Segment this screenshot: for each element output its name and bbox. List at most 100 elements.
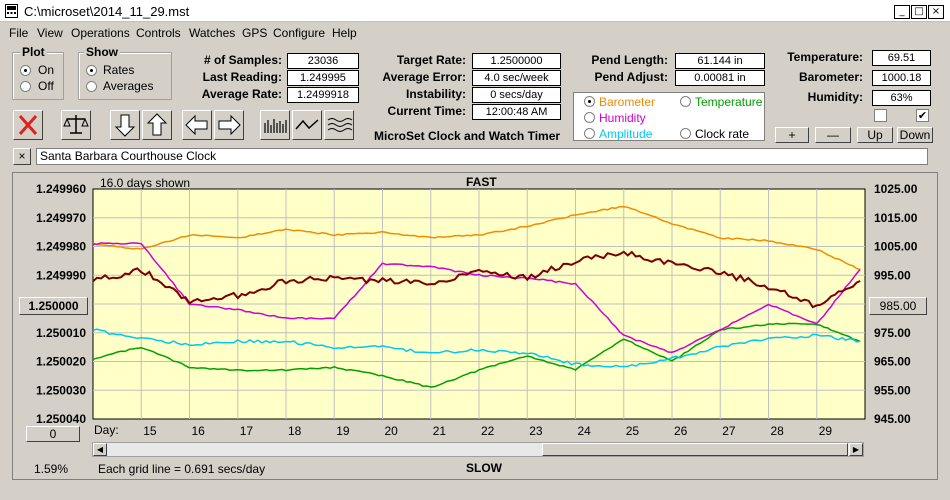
right-checkbox[interactable]: ✔ xyxy=(916,109,929,122)
center-barometer-button[interactable]: 985.00 xyxy=(869,297,927,315)
plot-group-title: Plot xyxy=(20,45,47,59)
menu-help[interactable]: Help xyxy=(332,26,357,40)
y-right-tick-label: 955.00 xyxy=(874,383,911,397)
average-rate-label: Average Rate: xyxy=(201,87,282,101)
up-button[interactable]: Up xyxy=(857,127,893,143)
title-bar: C:\microset\2014_11_29.mst _ □ × xyxy=(0,0,950,22)
barometer-radio[interactable] xyxy=(584,96,595,107)
last-reading-label: Last Reading: xyxy=(202,70,282,84)
y-left-tick-label: 1.249970 xyxy=(36,211,86,225)
x-tick-label: 23 xyxy=(529,424,543,438)
menu-gps[interactable]: GPS xyxy=(242,26,268,40)
samples-field: 23036 xyxy=(287,53,359,69)
wave-lines-icon xyxy=(327,118,353,132)
show-averages-label: Averages xyxy=(103,79,154,93)
center-rate-button[interactable]: 1.250000 xyxy=(19,297,88,315)
barometer-reading-label: Barometer: xyxy=(798,70,863,84)
x-tick-label: 15 xyxy=(143,424,157,438)
up-arrow-button[interactable] xyxy=(142,110,172,140)
x-tick-label: 19 xyxy=(336,424,350,438)
app-icon xyxy=(5,4,18,18)
plot-off-label: Off xyxy=(38,79,54,93)
current-time-field: 12:00:48 AM xyxy=(472,104,561,120)
down-arrow-button[interactable] xyxy=(110,110,140,140)
scroll-left-button[interactable]: ◀ xyxy=(93,443,107,456)
down-button[interactable]: Down xyxy=(897,127,933,143)
humidity-label: Humidity xyxy=(599,111,646,125)
balance-button[interactable] xyxy=(61,110,91,140)
maximize-icon[interactable]: □ xyxy=(911,5,927,19)
slow-label: SLOW xyxy=(466,461,502,475)
temperature-radio[interactable] xyxy=(680,96,691,107)
left-arrow-button[interactable] xyxy=(182,110,212,140)
right-arrow-button[interactable] xyxy=(214,110,244,140)
y-right-tick-label: 965.00 xyxy=(874,355,911,369)
minus-button[interactable]: — xyxy=(815,127,851,143)
y-left-tick-label: 1.249990 xyxy=(36,268,86,282)
menu-operations[interactable]: Operations xyxy=(71,26,130,40)
scroll-thumb[interactable] xyxy=(542,443,848,456)
target-rate-label: Target Rate: xyxy=(396,53,466,67)
clock-rate-radio[interactable] xyxy=(680,128,691,139)
arrow-left-icon xyxy=(185,114,208,136)
clock-name-input[interactable]: Santa Barbara Courthouse Clock xyxy=(36,148,928,165)
pend-length-field[interactable]: 61.144 in xyxy=(675,53,765,69)
x-tick-label: 18 xyxy=(288,424,302,438)
series-line-clock-rate xyxy=(92,250,861,309)
x-tick-label: 28 xyxy=(771,424,785,438)
y-right-tick-label: 1025.00 xyxy=(874,182,918,196)
temperature-reading-label: Temperature: xyxy=(787,50,863,64)
arrow-right-icon xyxy=(218,114,241,136)
plus-button[interactable]: + xyxy=(775,127,809,143)
chart-panel xyxy=(12,172,938,480)
x-tick-label: 20 xyxy=(385,424,399,438)
instability-field: 0 secs/day xyxy=(472,87,561,103)
bar-graph-icon xyxy=(264,119,287,133)
days-shown-label: 16.0 days shown xyxy=(100,176,191,190)
x-tick-label: 29 xyxy=(819,424,833,438)
average-error-field: 4.0 sec/week xyxy=(472,70,561,86)
menu-view[interactable]: View xyxy=(37,26,63,40)
target-rate-field[interactable]: 1.2500000 xyxy=(472,53,561,69)
show-averages-radio[interactable] xyxy=(86,81,97,92)
menu-file[interactable]: File xyxy=(9,26,29,40)
last-reading-field: 1.249995 xyxy=(287,70,359,86)
bars-view-button[interactable] xyxy=(260,110,290,140)
scroll-right-button[interactable]: ▶ xyxy=(849,443,863,456)
temperature-label: Temperature xyxy=(695,95,763,109)
line-view-button[interactable] xyxy=(292,110,322,140)
y-left-tick-label: 1.250020 xyxy=(36,355,86,369)
menu-watches[interactable]: Watches xyxy=(189,26,236,40)
plot-on-radio[interactable] xyxy=(20,65,31,76)
zero-button[interactable]: 0 xyxy=(26,426,80,442)
close-icon[interactable]: × xyxy=(928,5,944,19)
amplitude-radio[interactable] xyxy=(584,128,595,139)
average-rate-field: 1.2499918 xyxy=(287,87,359,103)
x-tick-label: 21 xyxy=(433,424,447,438)
wave-view-button[interactable] xyxy=(324,110,354,140)
fast-label: FAST xyxy=(466,175,497,189)
y-left-tick-label: 1.250030 xyxy=(36,383,86,397)
left-checkbox[interactable] xyxy=(874,109,887,122)
clear-name-button[interactable]: × xyxy=(13,148,31,165)
pend-adjust-field: 0.00081 in xyxy=(675,70,765,86)
humidity-radio[interactable] xyxy=(584,112,595,123)
pend-adjust-label: Pend Adjust: xyxy=(594,70,668,84)
x-tick-label: 26 xyxy=(674,424,688,438)
y-right-tick-label: 945.00 xyxy=(874,412,911,426)
minimize-icon[interactable]: _ xyxy=(894,5,910,19)
arrow-down-icon xyxy=(114,114,136,137)
show-rates-radio[interactable] xyxy=(86,65,97,76)
y-right-tick-label: 1005.00 xyxy=(874,240,918,254)
humidity-reading-label: Humidity: xyxy=(807,90,863,104)
x-tick-label: 16 xyxy=(192,424,206,438)
barometer-label: Barometer xyxy=(599,95,656,109)
day-axis-label: Day: xyxy=(94,423,119,437)
plot-off-radio[interactable] xyxy=(20,81,31,92)
menu-configure[interactable]: Configure xyxy=(273,26,326,40)
clock-rate-label: Clock rate xyxy=(695,127,750,141)
stop-button[interactable] xyxy=(13,110,43,140)
menu-controls[interactable]: Controls xyxy=(136,26,181,40)
y-left-tick-label: 1.249980 xyxy=(36,240,86,254)
